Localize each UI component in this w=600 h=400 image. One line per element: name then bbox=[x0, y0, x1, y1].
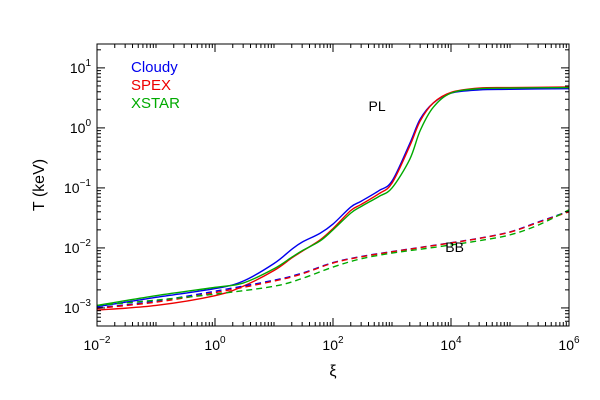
y-tick-label-2: 10 −1 bbox=[64, 178, 91, 196]
x-tick-label-2-exponent: 2 bbox=[338, 335, 344, 346]
x-tick-label-2-base: 10 bbox=[322, 337, 338, 353]
y-tick-label-4-exponent: 1 bbox=[85, 58, 91, 69]
y-tick-label-3: 10 0 bbox=[70, 118, 92, 136]
y-tick-label-1-exponent: −2 bbox=[80, 238, 92, 249]
legend: Cloudy SPEX XSTAR bbox=[131, 59, 180, 112]
x-tick-label-1-exponent: 0 bbox=[220, 335, 226, 346]
x-tick-label-4-exponent: 6 bbox=[574, 335, 580, 346]
x-axis-label: ξ bbox=[329, 363, 336, 380]
legend-entry-xstar: XSTAR bbox=[131, 95, 180, 112]
y-tick-label-3-base: 10 bbox=[70, 120, 86, 136]
x-tick-label-4-base: 10 bbox=[558, 337, 574, 353]
plot-lines bbox=[97, 86, 569, 311]
x-tick-label-1-base: 10 bbox=[204, 337, 220, 353]
x-tick-label-1: 10 0 bbox=[204, 335, 226, 353]
legend-entry-cloudy: Cloudy bbox=[131, 59, 178, 76]
x-tick-label-3-base: 10 bbox=[440, 337, 456, 353]
y-tick-label-2-base: 10 bbox=[64, 180, 80, 196]
y-tick-label-4: 10 1 bbox=[70, 58, 92, 76]
x-tick-label-0: 10 −2 bbox=[84, 335, 111, 353]
series-pl-spex bbox=[97, 86, 569, 311]
series-pl-cloudy bbox=[97, 87, 569, 308]
legend-entry-spex: SPEX bbox=[131, 77, 171, 94]
annotations: PL BB bbox=[369, 98, 464, 255]
tick-labels: 10 −2 10 0 10 2 10 4 10 610 −310 −210 −110 010 1 bbox=[64, 58, 580, 353]
x-tick-label-0-base: 10 bbox=[84, 337, 100, 353]
y-tick-label-2-exponent: −1 bbox=[80, 178, 92, 189]
series-pl-xstar bbox=[97, 86, 569, 307]
x-tick-label-2: 10 2 bbox=[322, 335, 344, 353]
y-axis-label: T (keV) bbox=[31, 159, 48, 211]
series-bb-xstar bbox=[97, 209, 569, 307]
y-tick-label-1: 10 −2 bbox=[64, 238, 91, 256]
annotation-pl: PL bbox=[369, 98, 386, 114]
plot-frame bbox=[96, 43, 570, 327]
x-tick-label-3-exponent: 4 bbox=[456, 335, 462, 346]
x-tick-label-3: 10 4 bbox=[440, 335, 462, 353]
series-bb-spex bbox=[97, 211, 569, 310]
x-tick-label-0-exponent: −2 bbox=[99, 335, 111, 346]
annotation-bb: BB bbox=[445, 239, 464, 255]
y-tick-label-0: 10 −3 bbox=[64, 298, 91, 316]
x-tick-label-4: 10 6 bbox=[558, 335, 580, 353]
y-tick-label-1-base: 10 bbox=[64, 240, 80, 256]
y-tick-label-0-base: 10 bbox=[64, 300, 80, 316]
y-tick-label-0-exponent: −3 bbox=[80, 298, 92, 309]
y-tick-label-4-base: 10 bbox=[70, 60, 86, 76]
y-tick-label-3-exponent: 0 bbox=[85, 118, 91, 129]
